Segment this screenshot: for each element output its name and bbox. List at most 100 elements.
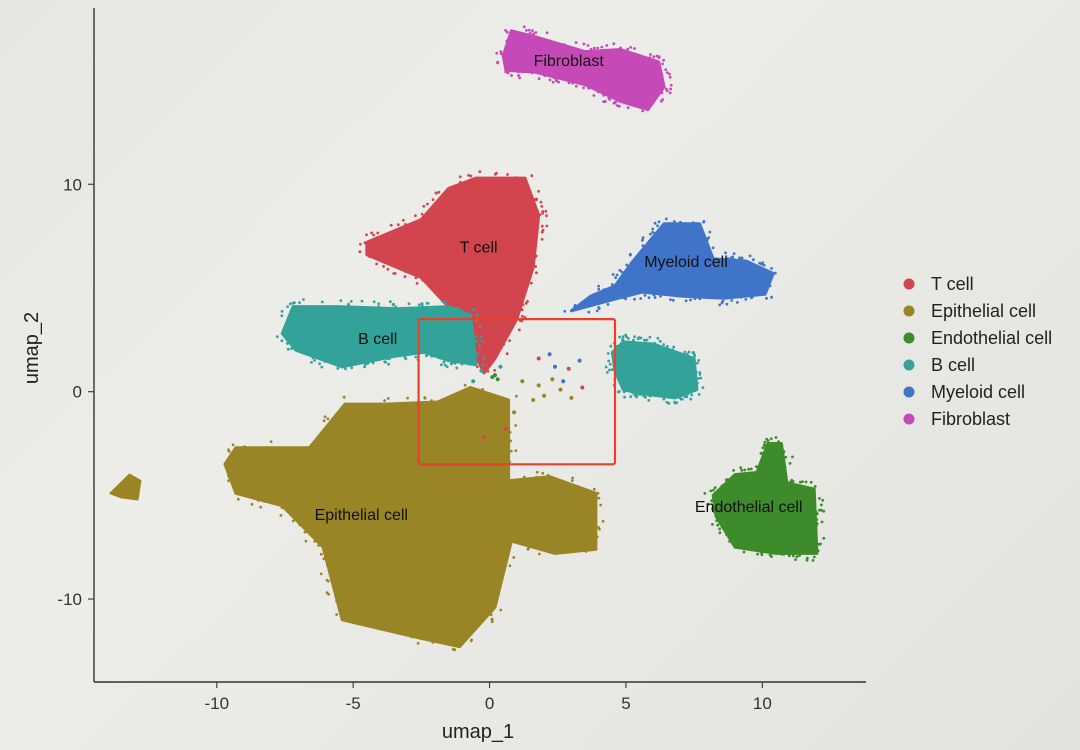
data-point: [482, 435, 487, 440]
cluster-label-b-cell: B cell: [358, 331, 397, 348]
legend-label: T cell: [931, 274, 974, 294]
data-point: [694, 371, 698, 374]
data-point: [766, 439, 770, 442]
data-point: [493, 369, 496, 372]
data-point: [366, 362, 370, 365]
data-point: [326, 579, 330, 583]
data-point: [671, 348, 674, 352]
data-point: [657, 220, 661, 224]
data-point: [534, 31, 538, 34]
data-point: [770, 295, 773, 299]
data-point: [514, 449, 518, 452]
data-point: [597, 307, 601, 310]
data-point: [386, 267, 390, 271]
legend-label: Myeloid cell: [931, 382, 1025, 402]
data-point: [286, 347, 290, 351]
data-point: [697, 393, 701, 396]
data-point: [749, 467, 753, 471]
legend-swatch: [903, 386, 915, 398]
legend-item-b-cell: B cell: [903, 355, 975, 375]
data-point: [543, 74, 547, 78]
data-point: [795, 555, 799, 559]
data-point: [534, 254, 538, 258]
data-point: [508, 339, 511, 342]
data-point: [762, 443, 766, 447]
data-point: [516, 176, 519, 180]
cluster-region-t-cell: [365, 176, 541, 375]
data-point: [623, 340, 626, 344]
data-point: [387, 362, 390, 366]
axes: [93, 8, 866, 683]
cluster-fibroblast: [495, 25, 673, 113]
data-point: [536, 356, 541, 361]
data-point: [558, 387, 563, 392]
data-point: [755, 465, 758, 468]
legend-label: Endothelial cell: [931, 328, 1052, 348]
data-point: [641, 109, 645, 113]
legend-swatch: [903, 278, 915, 290]
data-point: [601, 519, 605, 523]
data-point: [641, 244, 645, 248]
data-point: [758, 261, 761, 265]
data-point: [760, 551, 763, 555]
data-point: [320, 365, 324, 369]
data-point: [653, 341, 657, 345]
data-point: [339, 299, 343, 302]
data-point: [471, 379, 476, 384]
data-point: [359, 242, 362, 246]
data-point: [495, 171, 498, 175]
data-point: [540, 237, 544, 241]
data-point: [815, 522, 819, 525]
data-point: [394, 305, 397, 308]
legend-swatch: [903, 359, 915, 371]
data-point: [798, 480, 802, 484]
y-tick-label: 10: [63, 175, 82, 194]
data-point: [453, 361, 457, 365]
data-point: [566, 366, 571, 371]
cluster-label-endothelial-cell: Endothelial cell: [695, 499, 803, 516]
data-point: [291, 301, 295, 305]
cluster-label-myeloid-cell: Myeloid cell: [644, 254, 728, 271]
data-point: [804, 480, 808, 484]
data-point: [701, 386, 705, 389]
data-point: [718, 527, 721, 531]
data-point: [582, 42, 586, 46]
data-point: [286, 305, 289, 308]
data-point: [681, 393, 685, 397]
data-point: [773, 271, 777, 275]
data-point: [326, 563, 329, 567]
data-point: [323, 360, 327, 363]
data-point: [752, 258, 755, 262]
data-point: [392, 272, 396, 275]
data-point: [401, 218, 405, 222]
data-point: [697, 359, 701, 362]
data-point: [762, 263, 766, 267]
data-point: [423, 396, 427, 400]
data-point: [368, 255, 371, 258]
data-point: [573, 305, 577, 309]
data-point: [363, 365, 366, 369]
data-point: [426, 301, 430, 305]
data-point: [396, 631, 400, 635]
data-point: [672, 220, 676, 223]
data-point: [818, 508, 821, 512]
data-point: [777, 440, 780, 444]
data-point: [669, 83, 673, 87]
data-point: [302, 298, 305, 301]
data-point: [768, 553, 772, 557]
data-point: [597, 496, 601, 500]
data-point: [402, 306, 406, 310]
data-point: [438, 356, 441, 360]
data-point: [761, 446, 765, 450]
data-point: [689, 298, 692, 302]
legend-item-endothelial-cell: Endothelial cell: [903, 328, 1052, 348]
data-point: [647, 296, 651, 299]
data-point: [705, 239, 709, 243]
data-point: [376, 231, 380, 235]
data-point: [672, 345, 676, 349]
data-point: [644, 395, 647, 399]
data-point: [822, 536, 826, 540]
data-point: [609, 344, 613, 348]
data-point: [513, 176, 517, 180]
